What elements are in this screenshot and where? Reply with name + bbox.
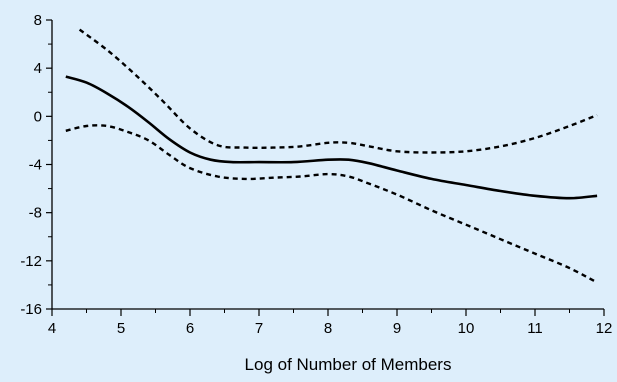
y-tick-label: -4 bbox=[29, 157, 42, 174]
y-tick-label: -8 bbox=[29, 205, 42, 222]
x-tick-label: 9 bbox=[393, 320, 401, 337]
solid-line bbox=[65, 75, 598, 200]
axes-layer bbox=[51, 20, 604, 310]
y-tick-label: -16 bbox=[20, 301, 42, 318]
x-tick-label: 7 bbox=[255, 320, 263, 337]
x-tick-label: 12 bbox=[596, 320, 613, 337]
x-tick-label: 5 bbox=[117, 320, 125, 337]
upper-dashed-line bbox=[78, 28, 598, 154]
x-tick-label: 11 bbox=[527, 320, 543, 337]
y-tick-label: 8 bbox=[34, 12, 42, 29]
x-tick-label: 8 bbox=[324, 320, 332, 337]
x-tick-label: 10 bbox=[458, 320, 475, 337]
x-tick-label: 4 bbox=[48, 320, 56, 337]
y-tick-label: 0 bbox=[34, 108, 42, 125]
x-tick-label: 6 bbox=[186, 320, 194, 337]
series-layer bbox=[65, 28, 598, 284]
y-tick-label: 4 bbox=[34, 60, 42, 77]
lower-dashed-line bbox=[65, 124, 598, 284]
ticks-layer: 4 5 6 7 8 9 10 11 12 8 4 0 -4 -8 -12 -16 bbox=[20, 12, 612, 337]
x-axis-label: Log of Number of Members bbox=[245, 355, 452, 374]
y-tick-label: -12 bbox=[20, 253, 42, 270]
